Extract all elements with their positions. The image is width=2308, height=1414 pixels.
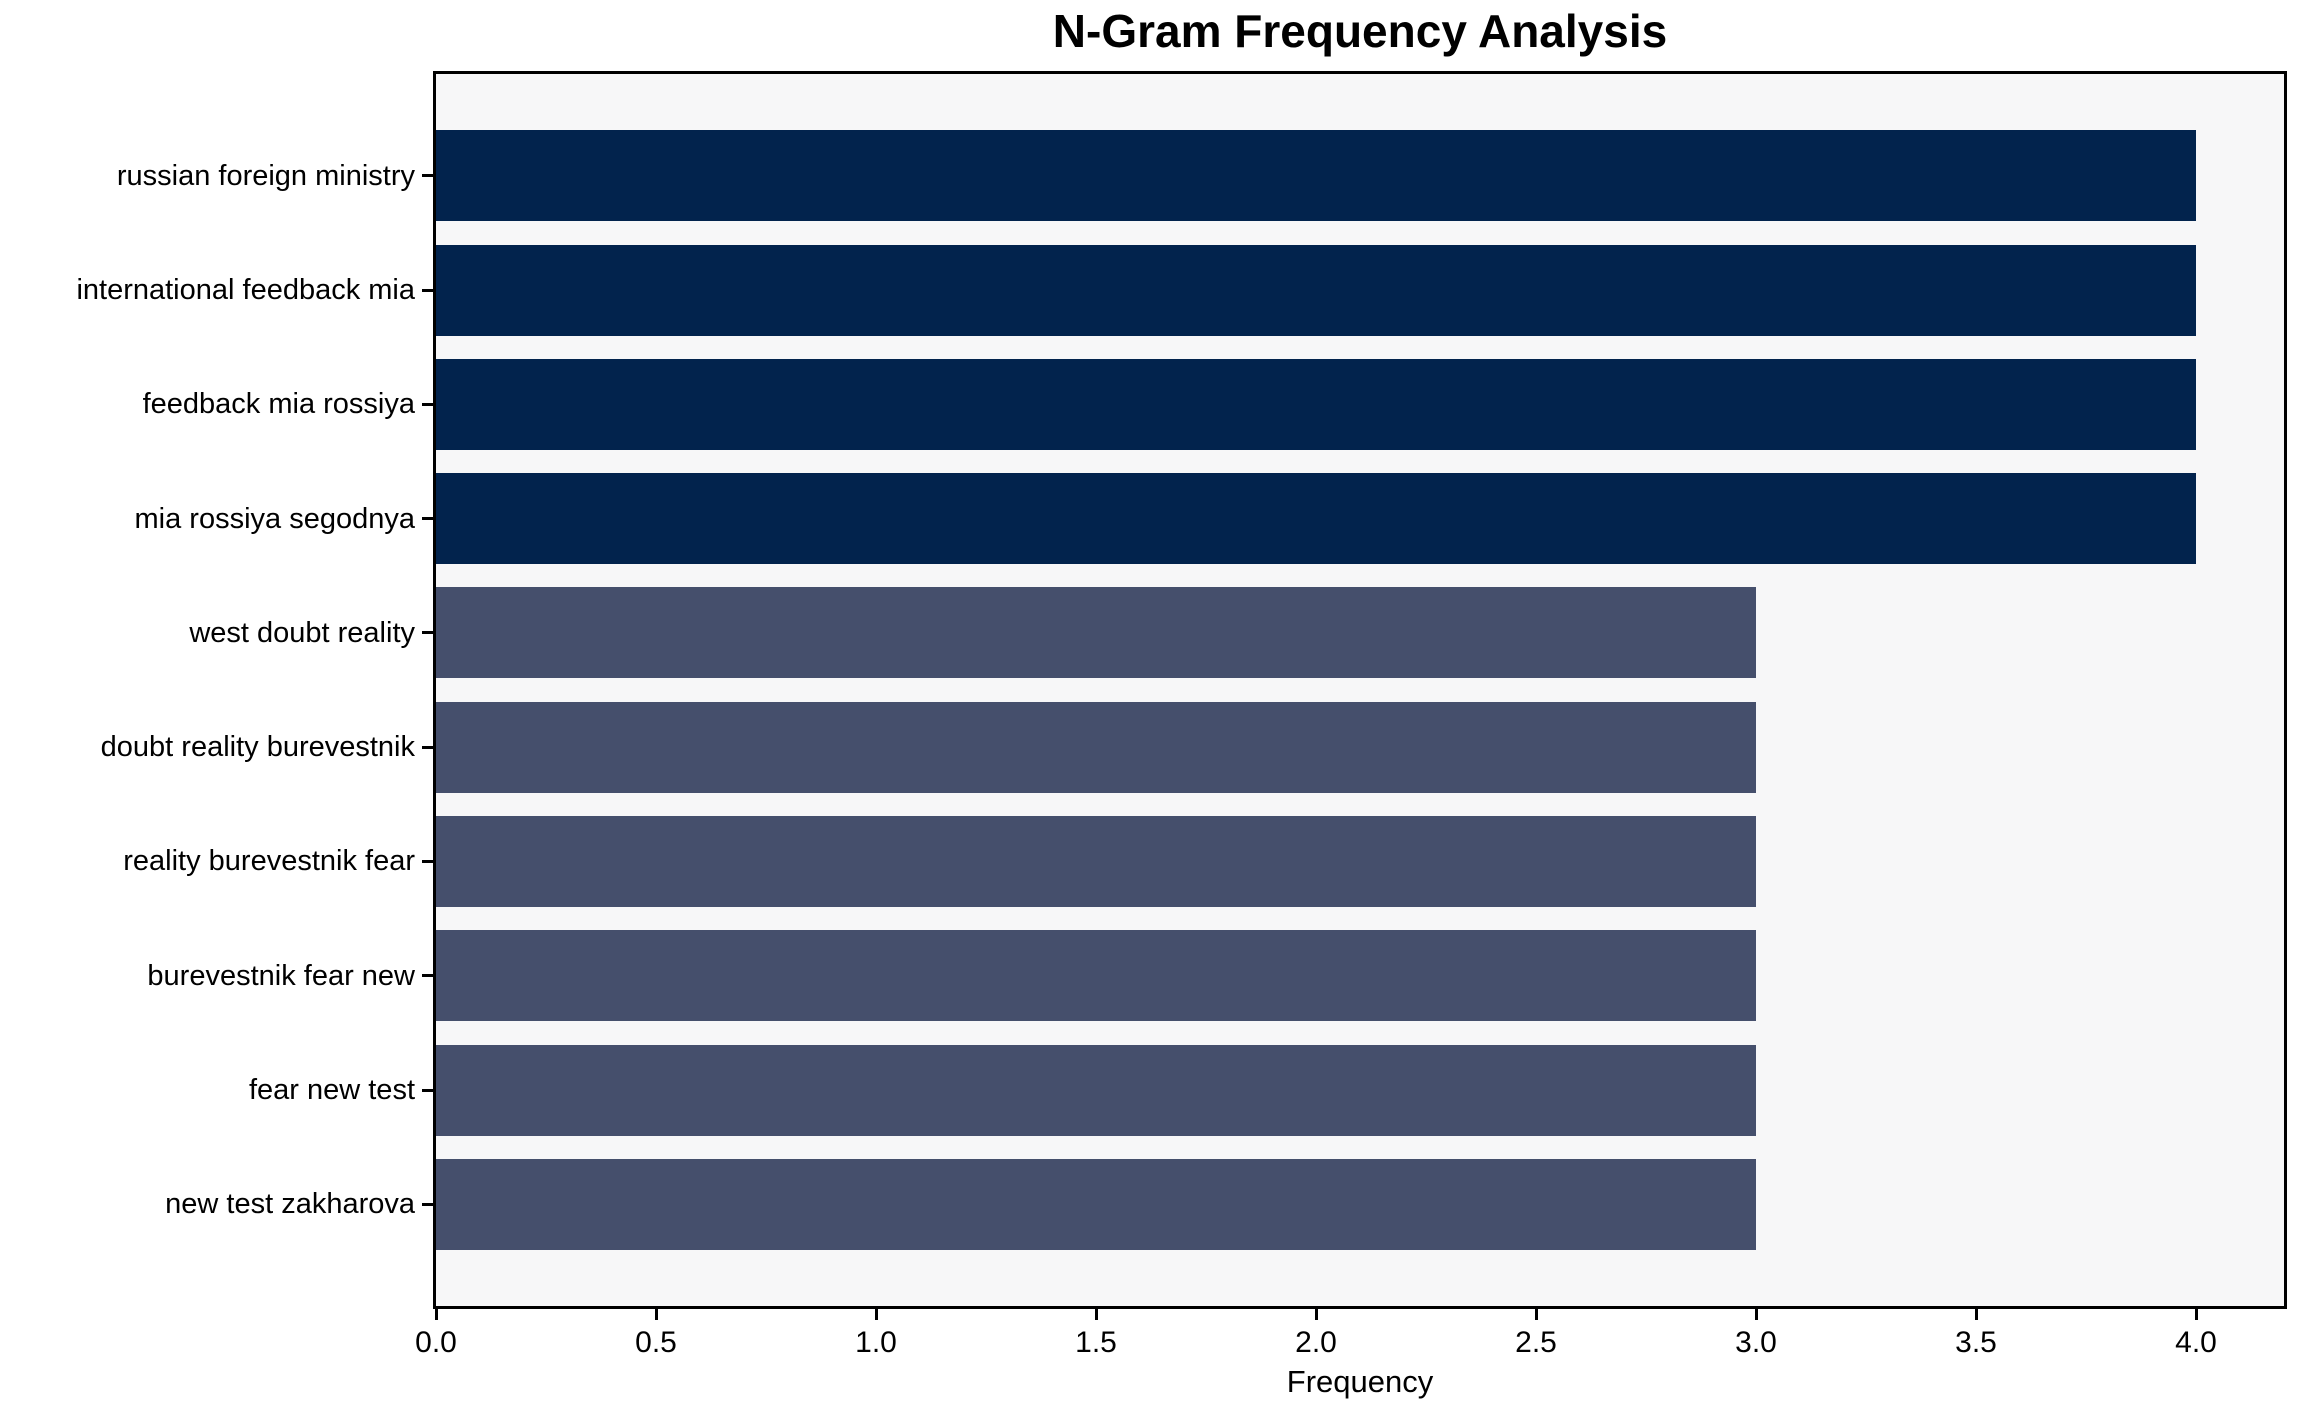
x-tick-label: 2.5 bbox=[1515, 1326, 1557, 1359]
x-tick-label: 1.0 bbox=[855, 1326, 897, 1359]
x-tick-label: 0.5 bbox=[635, 1326, 677, 1359]
y-tick-mark bbox=[422, 745, 433, 749]
y-tick-label: russian foreign ministry bbox=[116, 159, 415, 192]
y-tick-mark bbox=[422, 974, 433, 978]
x-tick-label: 2.0 bbox=[1295, 1326, 1337, 1359]
bar bbox=[436, 1044, 1756, 1136]
x-tick-mark bbox=[1754, 1309, 1758, 1320]
y-tick-label: reality burevestnik fear bbox=[123, 845, 415, 878]
bar bbox=[436, 701, 1756, 793]
bar bbox=[436, 244, 2196, 336]
bar bbox=[436, 130, 2196, 222]
x-tick-mark bbox=[434, 1309, 438, 1320]
bar bbox=[436, 587, 1756, 679]
y-tick-mark bbox=[422, 859, 433, 863]
x-tick-mark bbox=[1094, 1309, 1098, 1320]
x-tick-label: 0.0 bbox=[415, 1326, 457, 1359]
bar bbox=[436, 358, 2196, 450]
bar bbox=[436, 815, 1756, 907]
bar bbox=[436, 1158, 1756, 1250]
y-tick-label: feedback mia rossiya bbox=[142, 388, 415, 421]
y-tick-label: international feedback mia bbox=[76, 274, 415, 306]
y-tick-label: doubt reality burevestnik bbox=[100, 731, 415, 764]
x-axis-label: Frequency bbox=[1286, 1364, 1434, 1399]
x-tick-mark bbox=[654, 1309, 658, 1320]
x-tick-mark bbox=[1974, 1309, 1978, 1320]
y-tick-label: fear new test bbox=[248, 1074, 415, 1106]
y-tick-mark bbox=[422, 288, 433, 292]
y-tick-mark bbox=[422, 174, 433, 178]
x-tick-mark bbox=[1314, 1309, 1318, 1320]
y-tick-mark bbox=[422, 631, 433, 635]
bar bbox=[436, 473, 2196, 565]
y-tick-mark bbox=[422, 402, 433, 406]
x-tick-label: 3.0 bbox=[1735, 1326, 1777, 1359]
y-tick-mark bbox=[422, 1088, 433, 1092]
y-tick-label: burevestnik fear new bbox=[147, 959, 415, 992]
plot-area bbox=[433, 71, 2287, 1309]
x-tick-mark bbox=[1534, 1309, 1538, 1320]
x-tick-label: 3.5 bbox=[1955, 1326, 1997, 1359]
y-tick-mark bbox=[422, 517, 433, 521]
x-tick-mark bbox=[2194, 1309, 2198, 1320]
y-tick-label: mia rossiya segodnya bbox=[134, 502, 415, 535]
x-tick-label: 4.0 bbox=[2175, 1326, 2217, 1359]
y-tick-label: new test zakharova bbox=[165, 1188, 415, 1221]
bar bbox=[436, 930, 1756, 1022]
y-tick-mark bbox=[422, 1202, 433, 1206]
x-tick-mark bbox=[874, 1309, 878, 1320]
chart-title: N-Gram Frequency Analysis bbox=[1052, 5, 1668, 57]
x-tick-label: 1.5 bbox=[1075, 1326, 1117, 1359]
y-tick-label: west doubt reality bbox=[189, 616, 415, 649]
